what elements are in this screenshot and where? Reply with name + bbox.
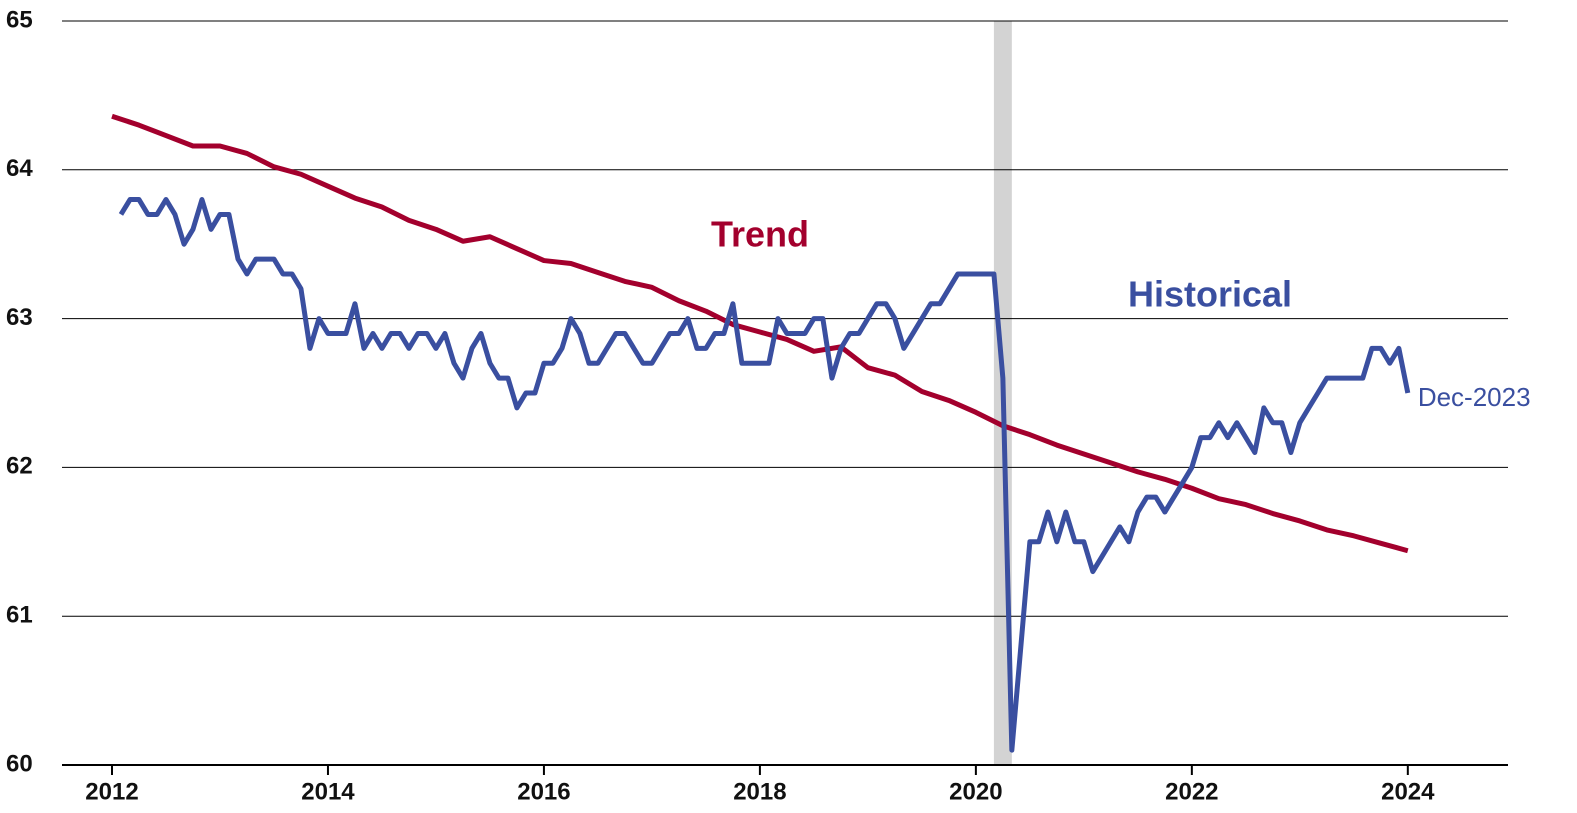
series-label: Trend — [711, 214, 809, 255]
x-tick-label: 2022 — [1165, 778, 1218, 805]
x-tick-label: 2020 — [949, 778, 1002, 805]
y-tick-label: 61 — [6, 602, 33, 629]
x-tick-label: 2014 — [301, 778, 355, 805]
y-tick-label: 63 — [6, 304, 33, 331]
y-tick-label: 60 — [6, 750, 33, 777]
series-line — [118, 197, 1411, 753]
end-label: Dec-2023 — [1418, 382, 1531, 412]
x-tick-label: 2018 — [733, 778, 786, 805]
series-line — [111, 113, 1409, 554]
x-tick-label: 2016 — [517, 778, 570, 805]
y-tick-label: 62 — [6, 453, 33, 480]
x-tick-label: 2012 — [85, 778, 138, 805]
x-tick-label: 2024 — [1381, 778, 1435, 805]
y-tick-label: 64 — [6, 155, 33, 182]
series-label: Historical — [1128, 274, 1292, 315]
y-tick-label: 65 — [6, 6, 33, 33]
